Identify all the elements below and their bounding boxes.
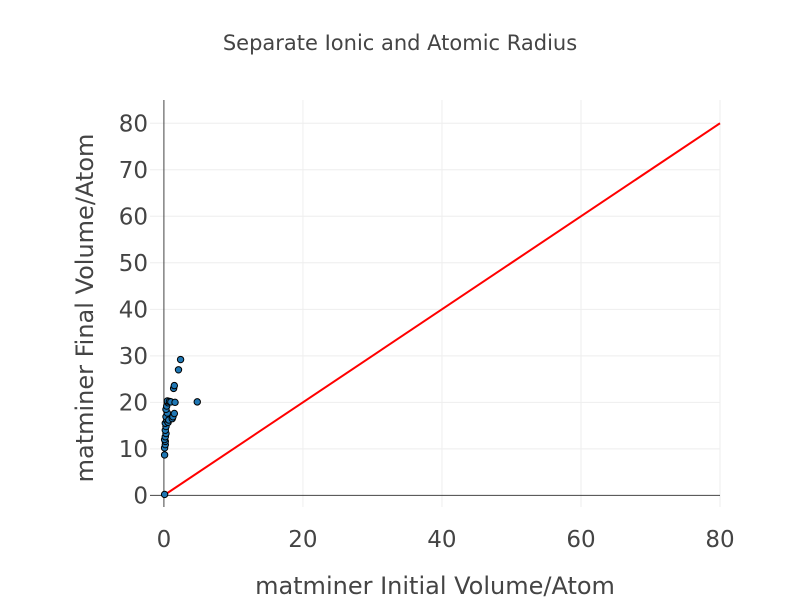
data-point bbox=[160, 490, 169, 499]
data-point bbox=[170, 409, 179, 418]
point-layer bbox=[160, 355, 201, 499]
y-tick-label: 70 bbox=[119, 158, 148, 184]
data-point bbox=[176, 355, 185, 364]
x-axis-title: matminer Initial Volume/Atom bbox=[255, 572, 615, 600]
x-tick-label: 80 bbox=[705, 527, 734, 553]
data-point bbox=[170, 381, 179, 390]
data-point bbox=[160, 451, 169, 459]
chart-title: Separate Ionic and Atomic Radius bbox=[223, 31, 577, 55]
data-point bbox=[171, 398, 179, 407]
y-tick-label: 20 bbox=[119, 390, 148, 416]
grid-layer bbox=[150, 100, 721, 507]
x-tick-label: 40 bbox=[427, 527, 456, 553]
y-tick-label: 80 bbox=[119, 111, 148, 137]
y-axis-title: matminer Final Volume/Atom bbox=[71, 134, 99, 483]
data-point bbox=[174, 366, 183, 374]
y-tick-labels: 0 10 20 30 40 50 60 70 80 bbox=[119, 111, 148, 509]
line-layer bbox=[163, 122, 721, 497]
data-point bbox=[193, 398, 201, 406]
axis-layer bbox=[150, 100, 720, 507]
y-tick-label: 10 bbox=[119, 437, 148, 463]
y-tick-label: 40 bbox=[119, 297, 148, 323]
reference-line bbox=[163, 122, 721, 497]
x-tick-label: 20 bbox=[288, 527, 317, 553]
y-tick-label: 0 bbox=[133, 483, 148, 509]
y-tick-label: 50 bbox=[119, 251, 148, 277]
x-tick-label: 60 bbox=[566, 527, 595, 553]
x-tick-labels: 0 20 40 60 80 bbox=[157, 527, 735, 553]
y-tick-label: 60 bbox=[119, 204, 148, 230]
x-tick-label: 0 bbox=[157, 527, 172, 553]
y-tick-label: 30 bbox=[119, 344, 148, 370]
